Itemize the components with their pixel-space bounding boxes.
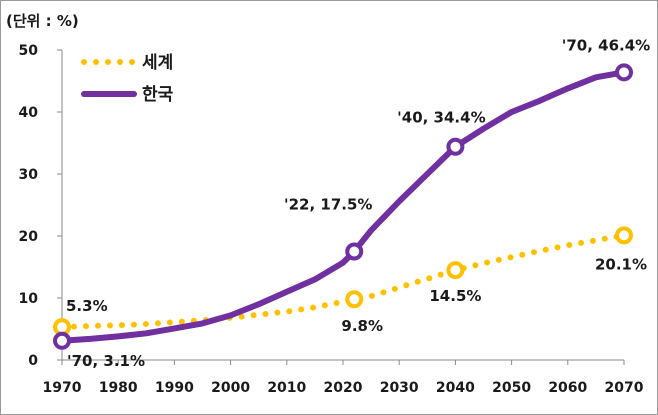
marker-world-2022: [345, 290, 364, 309]
marker-korea-2022: [345, 242, 364, 261]
x-tick-label: 2070: [605, 380, 644, 396]
data-label-korea-1970: '70, 3.1%: [67, 352, 145, 370]
data-label-korea-2040: '40, 34.4%: [397, 109, 485, 127]
data-label-korea-2022: '22, 17.5%: [284, 196, 372, 214]
data-label-world-2040: 14.5%: [429, 287, 481, 305]
series-markers: [53, 63, 633, 350]
x-tick-label: 2030: [380, 380, 419, 396]
marker-world-2040: [446, 261, 465, 280]
x-tick-label: 1990: [155, 380, 194, 396]
x-tick-label: 1970: [43, 380, 82, 396]
x-tick-label: 2010: [267, 380, 306, 396]
y-tick-label: 40: [19, 105, 39, 121]
data-label-world-1970: 5.3%: [66, 297, 108, 315]
marker-korea-2040: [446, 137, 465, 156]
y-tick-label: 0: [28, 353, 38, 369]
marker-korea-2070: [615, 63, 633, 82]
data-labels: 5.3% 9.8% 14.5% 20.1% '70, 3.1% '22, 17.5% '40…: [66, 36, 650, 369]
x-tick-label: 2050: [492, 380, 531, 396]
series-line-world: [59, 232, 627, 331]
unit-label: (단위 : %): [6, 12, 79, 30]
y-tick-label: 20: [19, 229, 39, 245]
data-label-world-2070: 20.1%: [595, 255, 647, 273]
marker-world-2070: [615, 226, 633, 245]
legend-label-korea: 한국: [142, 85, 174, 105]
data-label-world-2022: 9.8%: [341, 317, 383, 335]
marker-korea-1970: [53, 331, 71, 350]
x-tick-label: 2000: [211, 380, 250, 396]
data-label-korea-2070: '70, 46.4%: [562, 36, 650, 54]
legend-label-world: 세계: [142, 53, 173, 73]
x-tick-label: 1980: [99, 380, 138, 396]
y-tick-label: 30: [19, 167, 39, 183]
x-tick-label: 2020: [324, 380, 363, 396]
x-tick-label: 2060: [548, 380, 587, 396]
x-tick-label: 2040: [436, 380, 475, 396]
y-tick-label: 10: [19, 291, 39, 307]
y-tick-label: 50: [19, 43, 39, 59]
